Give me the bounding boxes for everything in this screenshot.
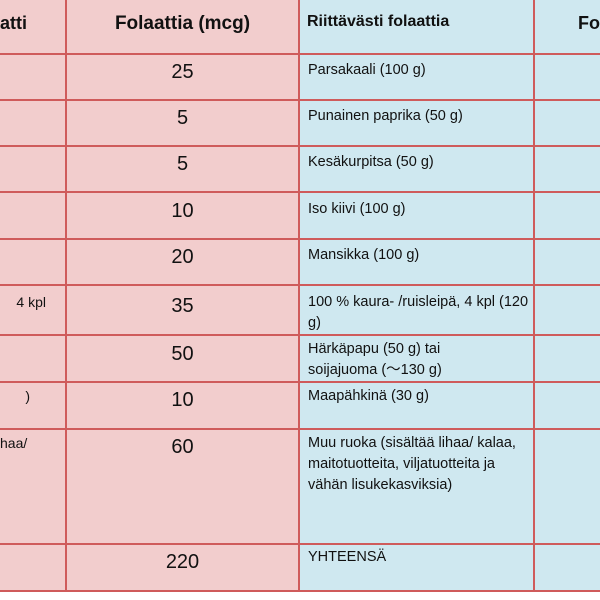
grid-line xyxy=(298,0,300,592)
column-bg-2 xyxy=(66,0,299,592)
folate-amount: 20 xyxy=(171,246,194,268)
food-item: Härkäpapu (50 g) tai soijajuoma (〜130 g) xyxy=(308,341,442,378)
folate-amount: 60 xyxy=(171,436,194,458)
header-col4: Fo xyxy=(578,13,600,33)
grid-line xyxy=(0,284,600,286)
column-bg-1 xyxy=(0,0,66,592)
folate-amount: 50 xyxy=(171,343,194,365)
folate-amount: 5 xyxy=(176,153,189,175)
grid-line xyxy=(0,381,600,383)
left-col-text: ) xyxy=(25,388,30,404)
grid-line xyxy=(0,238,600,240)
grid-line xyxy=(0,99,600,101)
grid-line xyxy=(0,191,600,193)
food-item: Mansikka (100 g) xyxy=(308,247,420,263)
header-col1: atti xyxy=(0,13,27,33)
column-bg-3 xyxy=(299,0,534,592)
food-item: Kesäkurpitsa (50 g) xyxy=(308,154,434,170)
total-label: YHTEENSÄ xyxy=(308,549,387,565)
grid-line xyxy=(0,543,600,545)
grid-line xyxy=(65,0,67,592)
grid-line xyxy=(533,0,535,592)
food-item: Parsakaali (100 g) xyxy=(308,62,426,78)
folate-total: 220 xyxy=(165,551,200,573)
header-col2: Folaattia (mcg) xyxy=(114,13,251,34)
folate-amount: 25 xyxy=(171,61,194,83)
food-item: Iso kiivi (100 g) xyxy=(308,201,406,217)
grid-line xyxy=(0,145,600,147)
folate-amount: 10 xyxy=(171,389,194,411)
grid-line xyxy=(0,590,600,592)
grid-line xyxy=(0,334,600,336)
grid-line xyxy=(0,53,600,55)
column-bg-4 xyxy=(534,0,600,592)
folate-amount: 10 xyxy=(171,200,194,222)
folate-amount: 5 xyxy=(176,107,189,129)
folate-amount: 35 xyxy=(171,295,194,317)
food-item: Muu ruoka (sisältää lihaa/ kalaa, maitot… xyxy=(308,435,516,493)
food-item: 100 % kaura- /ruisleipä, 4 kpl (120 g) xyxy=(308,294,529,331)
food-item: Punainen paprika (50 g) xyxy=(308,108,463,124)
grid-line xyxy=(0,428,600,430)
left-col-text: 4 kpl xyxy=(16,294,46,310)
left-col-text: haa/ xyxy=(0,435,28,451)
food-item: Maapähkinä (30 g) xyxy=(308,388,429,404)
header-col3: Riittävästi folaattia xyxy=(307,13,450,30)
